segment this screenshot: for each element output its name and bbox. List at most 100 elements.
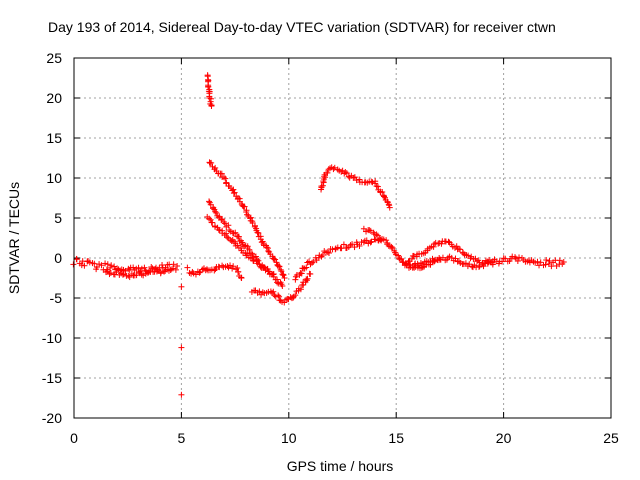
data-point — [141, 264, 148, 271]
data-point — [235, 268, 242, 275]
data-point — [107, 264, 114, 271]
data-point — [211, 267, 218, 274]
data-point — [108, 262, 115, 269]
y-tick-label: -5 — [50, 290, 63, 306]
data-point — [133, 272, 140, 279]
data-point — [81, 262, 88, 269]
data-point — [102, 269, 109, 276]
data-point — [373, 231, 380, 238]
data-point — [189, 268, 196, 275]
data-point — [246, 246, 253, 253]
data-point — [383, 237, 390, 244]
data-point — [259, 238, 266, 245]
data-point — [243, 209, 250, 216]
data-point — [379, 188, 386, 195]
x-tick-label: 20 — [496, 430, 512, 446]
data-point — [154, 267, 161, 274]
data-point — [114, 265, 121, 272]
data-point — [489, 261, 496, 268]
data-point — [457, 246, 464, 253]
data-point — [374, 232, 381, 239]
data-point — [220, 218, 227, 225]
data-point — [237, 245, 244, 252]
data-point — [499, 258, 506, 265]
data-point — [366, 227, 373, 234]
data-point — [149, 265, 156, 272]
data-point — [369, 179, 376, 186]
data-point — [474, 258, 481, 265]
data-point — [398, 255, 405, 262]
data-point — [324, 169, 331, 176]
data-point — [170, 261, 177, 268]
data-point — [484, 260, 491, 267]
data-point — [153, 268, 160, 275]
data-point — [263, 244, 270, 251]
data-point — [98, 262, 105, 269]
data-point — [184, 264, 191, 271]
data-point — [212, 223, 219, 230]
data-point — [386, 204, 393, 211]
data-point — [148, 263, 155, 270]
data-point — [270, 271, 277, 277]
data-point — [502, 255, 509, 262]
data-point — [230, 263, 237, 270]
data-point — [252, 253, 259, 260]
data-point — [227, 262, 234, 269]
data-point — [178, 391, 185, 398]
data-point — [275, 292, 282, 299]
data-point — [276, 263, 283, 270]
data-point — [303, 264, 310, 271]
data-point — [419, 264, 426, 271]
data-point — [304, 275, 311, 282]
data-point — [548, 263, 555, 270]
data-point — [342, 169, 349, 176]
data-point — [345, 173, 352, 180]
data-point — [226, 227, 233, 234]
y-tick-label: 25 — [46, 50, 62, 66]
data-point — [178, 283, 185, 290]
data-point — [220, 174, 227, 181]
data-point — [292, 292, 299, 299]
data-point — [213, 209, 220, 216]
data-point — [206, 198, 213, 205]
data-point — [70, 261, 77, 268]
y-tick-label: 20 — [46, 90, 62, 106]
data-point — [310, 258, 317, 265]
data-point — [265, 248, 272, 255]
data-point — [270, 288, 277, 295]
data-point — [208, 103, 215, 109]
data-point — [178, 344, 185, 351]
data-point — [130, 264, 137, 271]
data-point — [241, 203, 248, 210]
data-point — [367, 239, 374, 246]
data-point — [174, 263, 181, 269]
data-point — [196, 269, 203, 276]
data-point — [408, 255, 415, 262]
data-point — [516, 254, 523, 261]
data-point — [278, 268, 285, 275]
data-point — [244, 250, 251, 257]
data-point — [271, 255, 278, 262]
data-point — [161, 268, 168, 275]
data-point — [326, 249, 333, 256]
data-point — [388, 243, 395, 250]
data-point — [410, 252, 417, 259]
data-point — [334, 244, 341, 251]
data-point — [208, 159, 215, 166]
data-point — [231, 238, 238, 245]
data-point — [368, 238, 375, 245]
data-point — [534, 258, 541, 265]
data-point — [480, 263, 487, 270]
x-axis-label: GPS time / hours — [287, 458, 394, 474]
data-point — [256, 288, 263, 295]
data-point — [219, 262, 226, 269]
data-point — [319, 252, 326, 259]
y-tick-label: -15 — [42, 370, 62, 386]
data-point — [230, 186, 237, 193]
data-point — [107, 270, 114, 277]
data-point — [363, 237, 370, 244]
data-point — [556, 257, 563, 264]
data-points — [70, 72, 567, 398]
data-point — [138, 265, 145, 272]
